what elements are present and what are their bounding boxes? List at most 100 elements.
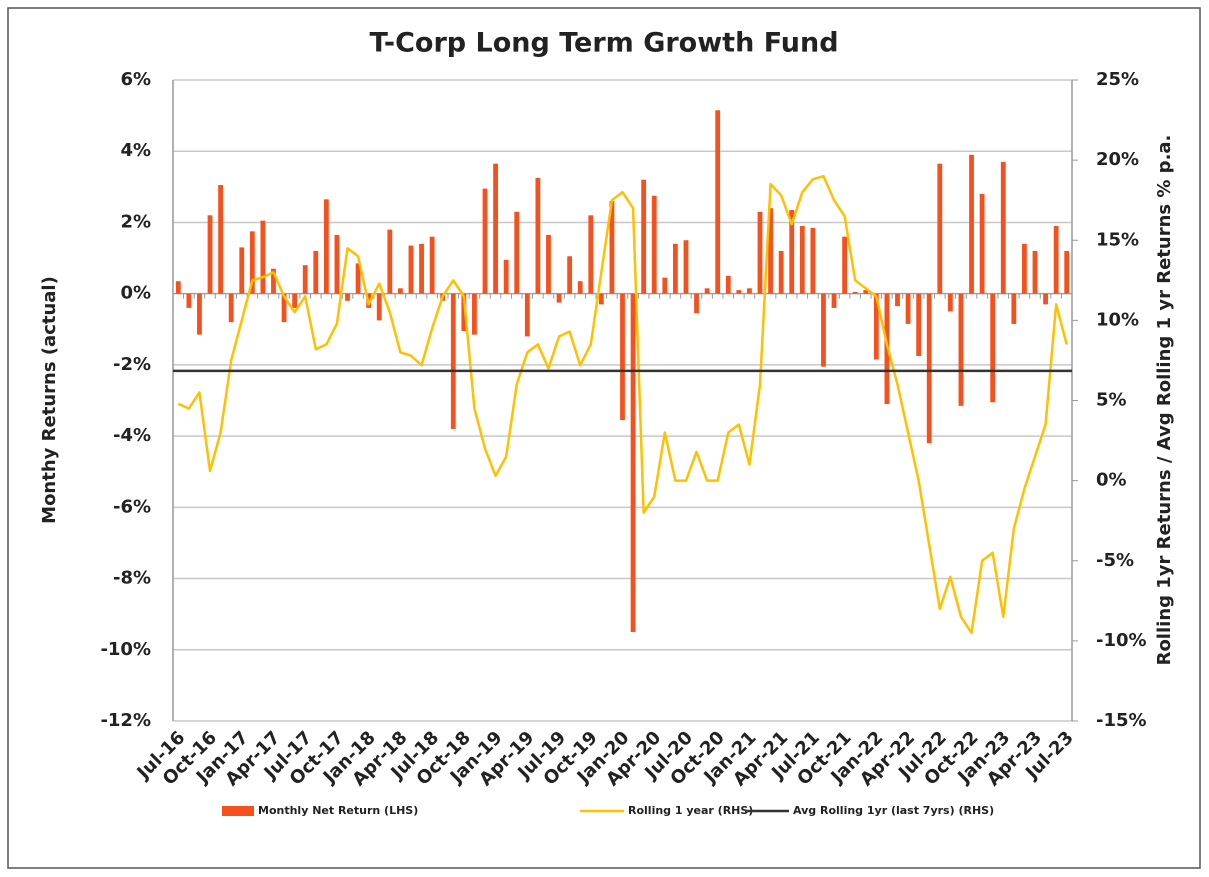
bar	[958, 293, 964, 406]
bar	[810, 227, 816, 294]
bar	[641, 179, 647, 294]
y-tick-label: -6%	[113, 496, 151, 517]
bar	[926, 293, 932, 444]
bar	[1053, 226, 1059, 294]
y-tick-label: -12%	[100, 710, 151, 731]
bar	[323, 199, 329, 294]
bar	[821, 293, 826, 367]
line	[177, 174, 1068, 635]
legend-label: Avg Rolling 1yr (last 7yrs) (RHS)	[793, 804, 994, 817]
y-axis-title: Monthy Returns (actual)	[39, 276, 60, 524]
legend-label: Monthly Net Return (LHS)	[258, 804, 418, 817]
bar	[228, 293, 234, 323]
bar	[197, 293, 202, 335]
legend-label: Rolling 1 year (RHS)	[628, 804, 753, 817]
bar	[355, 263, 361, 294]
bar	[662, 277, 668, 294]
bar	[588, 215, 594, 294]
bar	[461, 293, 467, 332]
y2-tick-label: 10%	[1096, 309, 1139, 330]
bar	[472, 293, 477, 335]
bar	[799, 226, 805, 294]
bar	[281, 293, 287, 323]
bar	[577, 281, 583, 294]
bar	[556, 293, 562, 303]
y-tick-label: -4%	[113, 425, 151, 446]
legend-swatch	[222, 806, 254, 816]
bar	[249, 231, 255, 294]
bar	[831, 293, 837, 308]
bar	[376, 293, 382, 321]
y2-tick-label: 0%	[1096, 470, 1127, 491]
y2-tick-label: 25%	[1096, 69, 1139, 90]
bar	[979, 193, 985, 294]
y2-tick-label: 5%	[1096, 390, 1127, 411]
bar	[598, 293, 604, 305]
bar	[725, 275, 731, 294]
bar	[397, 288, 403, 294]
bar	[873, 293, 879, 360]
bar	[429, 236, 435, 294]
y-tick-label: -8%	[113, 568, 151, 589]
bar	[789, 209, 795, 294]
bar	[186, 293, 192, 308]
bar	[408, 245, 414, 294]
bar	[218, 185, 223, 294]
bar	[503, 259, 509, 294]
y-tick-label: -2%	[113, 354, 151, 375]
bar	[271, 268, 276, 294]
bar	[916, 293, 922, 356]
y2-tick-label: -15%	[1096, 710, 1147, 731]
bar	[609, 201, 615, 294]
y-tick-label: 2%	[120, 211, 151, 232]
bar	[715, 110, 721, 294]
bar	[747, 288, 752, 294]
bar	[514, 211, 520, 294]
bar	[694, 293, 699, 314]
bar	[535, 177, 541, 294]
bar	[683, 240, 689, 294]
bar	[736, 290, 742, 294]
bar	[863, 290, 869, 294]
bar	[852, 291, 858, 294]
y-tick-label: 0%	[120, 283, 151, 304]
bar	[1000, 161, 1006, 294]
y2-tick-label: -10%	[1096, 630, 1147, 651]
bar	[651, 195, 657, 294]
bar	[842, 236, 848, 294]
bar	[969, 154, 974, 294]
bar	[768, 208, 773, 294]
y2-tick-label: -5%	[1096, 550, 1134, 571]
bar	[620, 293, 625, 421]
bar	[387, 229, 393, 294]
bar	[239, 247, 245, 294]
bar	[567, 256, 573, 294]
bar	[419, 243, 424, 294]
bar	[302, 265, 308, 294]
bar	[630, 293, 636, 632]
bar	[260, 220, 266, 294]
bar	[990, 293, 996, 403]
bar	[207, 215, 213, 294]
bar	[1043, 293, 1048, 305]
bar	[778, 250, 784, 294]
bar	[334, 234, 340, 294]
bar	[757, 211, 763, 294]
bar	[947, 293, 953, 312]
bar	[704, 288, 710, 294]
bar	[175, 281, 181, 294]
bar	[482, 188, 488, 294]
bar	[292, 293, 298, 308]
y-tick-label: 6%	[120, 69, 151, 90]
y2-axis-title: Rolling 1yr Returns / Avg Rolling 1 yr R…	[1154, 135, 1175, 666]
bar	[672, 243, 678, 294]
y-tick-label: 4%	[120, 140, 151, 161]
bar	[895, 293, 900, 307]
bar	[546, 234, 551, 294]
bar	[1064, 250, 1070, 294]
bar	[313, 250, 319, 294]
bar	[1022, 243, 1027, 294]
y2-tick-label: 20%	[1096, 149, 1139, 170]
y2-tick-label: 15%	[1096, 229, 1139, 250]
